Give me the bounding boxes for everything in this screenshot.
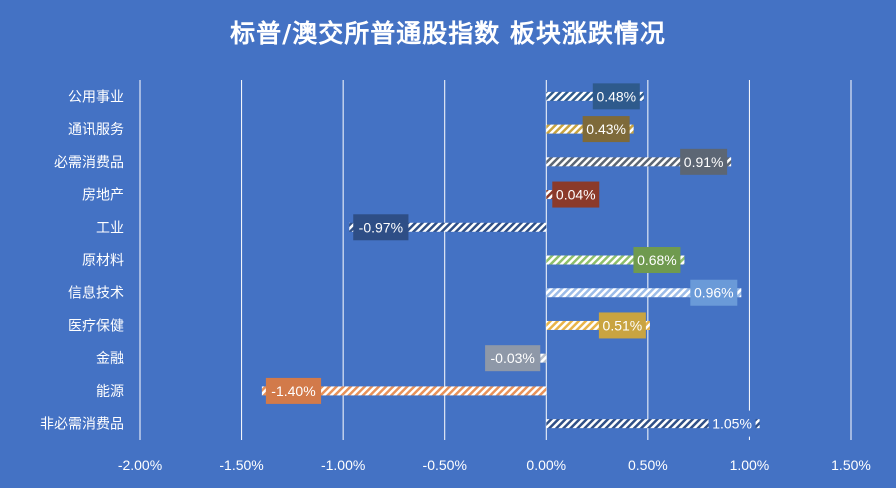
x-tick-label: 0.00%: [526, 457, 566, 473]
category-label: 房地产: [82, 188, 124, 204]
data-label-box: [690, 279, 738, 306]
data-label: -1.40%: [271, 383, 315, 399]
data-label-box: [353, 214, 409, 241]
data-label-box: [265, 377, 322, 404]
data-label: -0.03%: [491, 350, 535, 366]
data-label-box: [708, 410, 756, 437]
data-label-box: [485, 345, 541, 372]
category-label: 非必需消费品: [40, 417, 124, 433]
bar: [261, 386, 547, 396]
data-label-box: [633, 247, 681, 273]
category-label: 能源: [96, 384, 124, 400]
category-label: 医疗保健: [68, 318, 124, 334]
category-label: 信息技术: [68, 285, 124, 302]
bar: [546, 419, 760, 429]
bar: [540, 353, 547, 363]
x-tick-label: 0.50%: [628, 457, 668, 473]
bar: [546, 157, 732, 167]
data-label-box: [592, 83, 640, 110]
x-tick-label: -2.00%: [118, 457, 162, 473]
data-label-box: [552, 181, 600, 208]
x-tick-label: 1.50%: [831, 457, 871, 473]
data-label-box: [680, 148, 728, 175]
bar: [546, 320, 650, 330]
category-label: 工业: [96, 220, 124, 236]
data-label: 0.04%: [556, 187, 596, 203]
bar: [349, 222, 547, 232]
category-label: 通讯服务: [68, 122, 124, 138]
data-label: 0.68%: [637, 252, 677, 268]
data-label: 1.05%: [712, 416, 752, 432]
data-label-box: [582, 116, 630, 143]
x-tick-label: 1.00%: [730, 457, 770, 473]
bar: [546, 288, 742, 298]
data-label: -0.97%: [359, 219, 403, 235]
bar: [546, 255, 685, 265]
x-tick-label: -1.00%: [321, 457, 365, 473]
data-label: 0.48%: [596, 88, 636, 104]
data-label: 0.51%: [603, 317, 643, 333]
category-label: 金融: [96, 351, 124, 367]
x-tick-label: -1.50%: [219, 457, 263, 473]
data-label: 0.91%: [684, 154, 724, 170]
category-label: 公用事业: [68, 89, 124, 105]
data-label-box: [598, 312, 646, 339]
chart-title: 标普/澳交所普通股指数 板块涨跌情况: [230, 19, 666, 48]
data-label: 0.43%: [586, 121, 626, 137]
x-tick-label: -0.50%: [423, 457, 467, 473]
category-label: 必需消费品: [54, 155, 124, 171]
category-label: 原材料: [82, 253, 124, 269]
data-label: 0.96%: [694, 285, 734, 301]
bar: [546, 190, 555, 200]
